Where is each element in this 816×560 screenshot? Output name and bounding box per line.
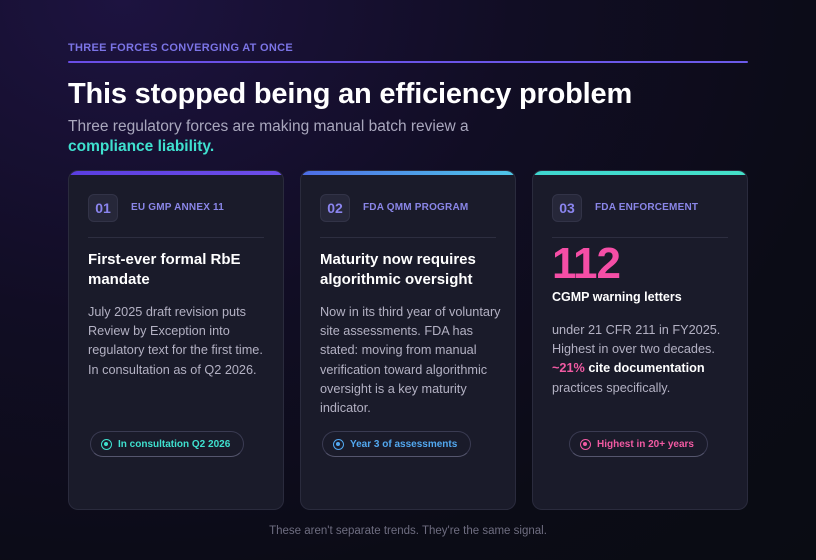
card-divider xyxy=(552,237,728,238)
card-accent-bar xyxy=(533,171,747,175)
card-body-bold: cite documentation xyxy=(588,361,705,376)
target-dot-icon xyxy=(333,438,344,450)
status-badge: In consultation Q2 2026 xyxy=(90,431,245,457)
card-heading: First-ever formal RbE mandate xyxy=(88,251,241,288)
stat-value: 112 xyxy=(552,239,621,288)
status-badge: Year 3 of assessments xyxy=(322,431,472,457)
target-dot-icon xyxy=(580,438,591,450)
card-body-tail: practices specifically. xyxy=(552,380,671,395)
eyebrow-label: THREE FORCES CONVERGING AT ONCE xyxy=(68,42,294,54)
card-number-badge: 01 xyxy=(88,194,118,222)
card-body-highlight: ~21% xyxy=(552,361,585,376)
status-badge-label: Year 3 of assessments xyxy=(350,438,458,450)
status-badge-label: Highest in 20+ years xyxy=(597,438,694,450)
card-tag: EU GMP ANNEX 11 xyxy=(131,202,225,213)
card-divider xyxy=(88,237,264,238)
card-divider xyxy=(320,237,496,238)
card-body: July 2025 draft revision puts Review by … xyxy=(88,305,263,377)
header-rule xyxy=(68,61,748,63)
page-title: This stopped being an efficiency problem xyxy=(68,78,633,110)
card-accent-bar xyxy=(301,171,515,175)
card-tag: FDA QMM PROGRAM xyxy=(363,202,469,213)
card-body-text: under 21 CFR 211 in FY2025. Highest in o… xyxy=(552,323,721,357)
card-body: Now in its third year of voluntary site … xyxy=(320,305,501,416)
card-number-badge: 02 xyxy=(320,194,350,222)
card-fda-qmm-program: 02 FDA QMM PROGRAM Maturity now requires… xyxy=(300,170,516,510)
status-badge-label: In consultation Q2 2026 xyxy=(118,438,231,450)
target-dot-icon xyxy=(101,438,112,450)
subtitle-text: Three regulatory forces are making manua… xyxy=(68,118,469,135)
card-accent-bar xyxy=(69,171,283,175)
card-number-badge: 03 xyxy=(552,194,582,222)
card-body: under 21 CFR 211 in FY2025. Highest in o… xyxy=(552,321,740,398)
status-badge: Highest in 20+ years xyxy=(569,431,708,457)
page-subtitle: Three regulatory forces are making manua… xyxy=(68,117,548,157)
card-tag: FDA ENFORCEMENT xyxy=(595,202,699,213)
stat-label: CGMP warning letters xyxy=(552,290,682,304)
card-fda-enforcement: 03 FDA ENFORCEMENT 112 CGMP warning lett… xyxy=(532,170,748,510)
card-heading: Maturity now requires algorithmic oversi… xyxy=(320,251,476,288)
subtitle-accent: compliance liability. xyxy=(68,138,215,155)
footer-caption: These aren't separate trends. They're th… xyxy=(269,525,547,537)
card-eu-gmp-annex-11: 01 EU GMP ANNEX 11 First-ever formal RbE… xyxy=(68,170,284,510)
